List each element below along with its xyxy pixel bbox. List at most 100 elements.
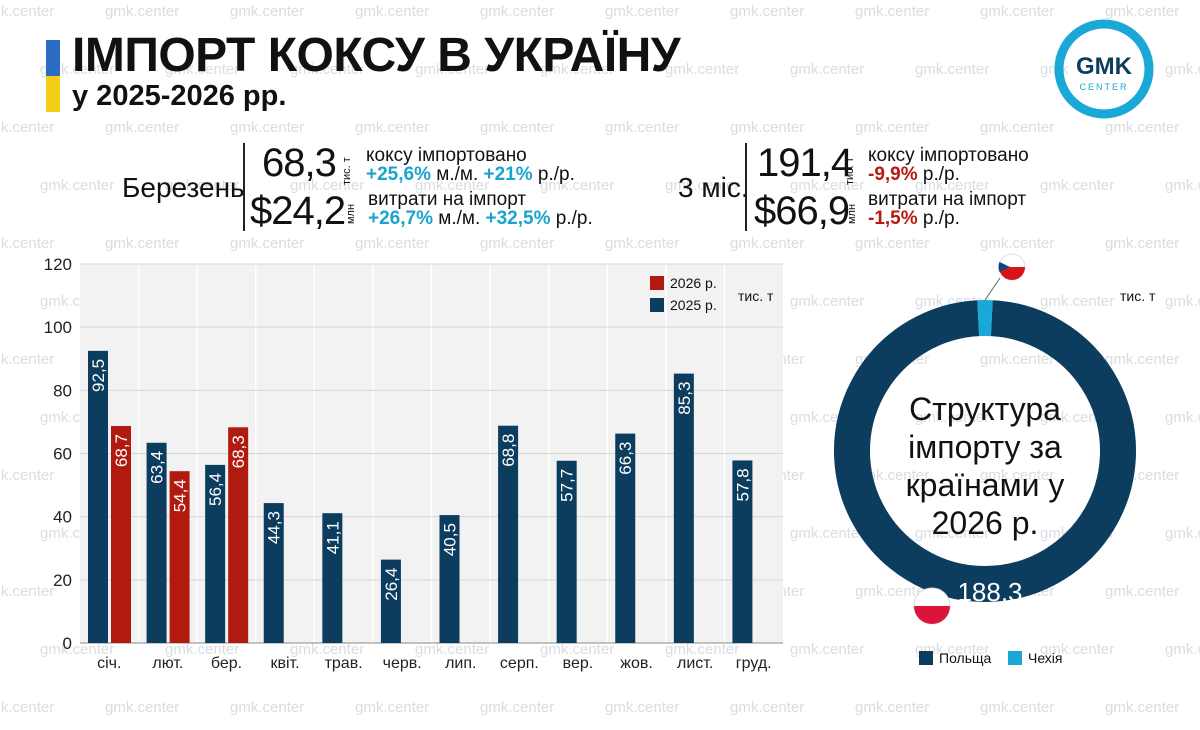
watermark-text: gmk.center (855, 235, 929, 252)
watermark-text: gmk.center (1165, 641, 1200, 658)
bar-value-label: 68,3 (229, 435, 248, 468)
bar-value-label: 57,7 (558, 469, 577, 502)
donut-title: Структура імпорту за країнами у 2026 р. (905, 391, 1065, 541)
legend-item-2025: 2025 р. (650, 297, 717, 313)
legend-swatch (919, 651, 933, 665)
y-tick-label: 0 (63, 634, 72, 653)
watermark-text: gmk.center (855, 699, 929, 716)
stats-divider (745, 143, 747, 231)
watermark-text: gmk.center (1105, 235, 1179, 252)
bar-value-label: 68,8 (499, 434, 518, 467)
bar-2026 (169, 471, 190, 643)
bar-2026 (228, 427, 249, 643)
watermark-text: gmk.center (980, 3, 1054, 20)
three-months-cost-change: -1,5% р./р. (868, 208, 960, 229)
bar-2025 (615, 433, 636, 643)
bar-2025 (498, 425, 519, 643)
bar-value-label: 54,4 (171, 479, 190, 512)
x-tick-label: бер. (211, 655, 242, 672)
bar-2025 (263, 503, 284, 643)
bar-chart-unit: тис. т (738, 288, 774, 304)
bar-value-label: 63,4 (148, 451, 167, 484)
x-tick-label: лист. (677, 655, 713, 672)
watermark-text: gmk.center (980, 351, 1054, 368)
bar-value-label: 68,7 (112, 434, 131, 467)
march-volume-change: +25,6% м./м. +21% р./р. (366, 164, 575, 185)
watermark-text: gmk.center (855, 119, 929, 136)
bar-value-label: 57,8 (733, 468, 752, 501)
legend-item-czech: Чехія (1008, 650, 1063, 666)
watermark-text: gmk.center (1040, 293, 1114, 310)
bar-2025 (380, 559, 401, 643)
watermark-text: gmk.center (980, 235, 1054, 252)
logo-text: GMK (1076, 53, 1133, 80)
bar-2025 (732, 460, 753, 643)
monthly-import-bar-chart: 0 20 40 60 80 100 120 92,5 68,7 січ. 63,454,4 лют. 5… (44, 255, 783, 672)
watermark-text: gmk.center (915, 61, 989, 78)
bar-value-label: 41,1 (323, 521, 342, 554)
poland-flag-icon (913, 587, 951, 625)
three-months-volume-change: -9,9% р./р. (868, 164, 960, 185)
watermark-text: gmk.center (790, 641, 864, 658)
bar-value-label: 26,4 (382, 568, 401, 601)
bar-2025 (205, 464, 226, 643)
march-cost: $24,2 (250, 189, 346, 233)
watermark-text: gmk.center (790, 61, 864, 78)
x-tick-label: черв. (383, 655, 422, 672)
three-months-cost-unit: млн (846, 203, 858, 224)
x-tick-label: вер. (563, 655, 594, 672)
czech-flag-icon (998, 253, 1026, 281)
three-months-cost-desc: витрати на імпорт (868, 189, 1027, 210)
three-months-cost: $66,9 (754, 189, 850, 233)
march-volume-desc: коксу імпортовано (366, 145, 527, 166)
page-subtitle: у 2025-2026 рр. (72, 80, 287, 112)
page-title: ІМПОРТ КОКСУ В УКРАЇНУ (72, 29, 681, 82)
bar-2025 (88, 350, 108, 643)
march-label: Березень (122, 172, 245, 203)
bar-2025 (439, 515, 460, 643)
y-tick-label: 40 (53, 508, 72, 527)
bar-value-label: 56,4 (206, 473, 225, 506)
march-volume: 68,3 (262, 141, 337, 185)
watermark-text: gmk.center (915, 293, 989, 310)
watermark-text: gmk.center (790, 525, 864, 542)
march-cost-desc: витрати на імпорт (368, 189, 527, 210)
bar-value-label: 92,5 (89, 359, 108, 392)
donut-slice-label: 188,3 (957, 577, 1022, 607)
watermark-text: gmk.center (855, 583, 929, 600)
x-tick-label: жов. (620, 655, 653, 672)
three-months-volume: 191,4 (757, 141, 853, 185)
watermark-text: gmk.center (1105, 699, 1179, 716)
watermark-text: gmk.center (790, 293, 864, 310)
y-tick-label: 120 (44, 255, 72, 274)
legend-swatch (1008, 651, 1022, 665)
watermark-text: gmk.center (980, 583, 1054, 600)
y-tick-label: 100 (44, 318, 72, 337)
x-tick-label: квіт. (271, 655, 300, 672)
bar-value-label: 85,3 (675, 382, 694, 415)
watermark-text: gmk.center (1165, 525, 1200, 542)
bar-2025 (556, 460, 577, 643)
march-cost-change: +26,7% м./м. +32,5% р./р. (368, 208, 593, 229)
bar-2026 (111, 426, 131, 643)
watermark-text: gmk.center (1105, 119, 1179, 136)
bar-2025 (673, 373, 694, 643)
three-months-volume-desc: коксу імпортовано (868, 145, 1029, 166)
watermark-text: gmk.center (1040, 177, 1114, 194)
y-tick-label: 60 (53, 445, 72, 464)
watermark-text: gmk.center (855, 3, 929, 20)
x-tick-label: трав. (325, 655, 363, 672)
bar-value-label: 66,3 (616, 442, 635, 475)
donut-unit: тис. т (1120, 288, 1156, 304)
legend-item-2026: 2026 р. (650, 275, 717, 291)
gmk-center-logo: GMK CENTER (1054, 19, 1154, 119)
x-tick-label: січ. (97, 655, 121, 672)
watermark-text: gmk.center (1165, 293, 1200, 310)
x-tick-label: серп. (500, 655, 539, 672)
x-tick-label: груд. (736, 655, 772, 672)
watermark-text: gmk.center (980, 699, 1054, 716)
watermark-text: gmk.center (1105, 583, 1179, 600)
bar-value-label: 44,3 (265, 511, 284, 544)
y-tick-label: 80 (53, 381, 72, 400)
legend-item-poland: Польща (919, 650, 991, 666)
